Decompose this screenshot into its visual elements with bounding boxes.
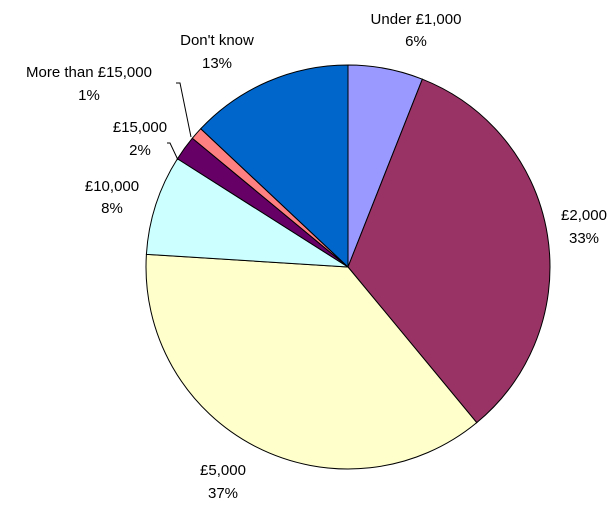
slice-category-label-3: £10,000: [85, 178, 139, 195]
pie-slice-6: [200, 64, 349, 269]
leader-line-5: [176, 82, 192, 138]
pie-slice-2: [145, 253, 478, 470]
slice-percent-label-5: 1%: [78, 87, 100, 104]
slice-percent-label-0: 6%: [405, 33, 427, 50]
slice-category-label-5: More than £15,000: [26, 64, 152, 81]
slice-category-label-4: £15,000: [113, 119, 167, 136]
leaders-layer: [167, 82, 192, 161]
slice-category-label-1: £2,000: [561, 207, 607, 224]
slice-percent-label-1: 33%: [569, 230, 599, 247]
slice-percent-label-2: 37%: [208, 485, 238, 502]
slice-percent-label-3: 8%: [101, 200, 123, 217]
slices-layer: [145, 64, 551, 470]
slice-percent-label-4: 2%: [129, 142, 151, 159]
leader-line-4: [167, 142, 179, 161]
labels-layer: Under £1,000 6% £2,000 33% £5,000 37% £10,000 8…: [26, 11, 607, 502]
slice-category-label-6: Don't know: [180, 32, 254, 49]
pie-slice-3: [145, 158, 349, 268]
pie-slice-1: [347, 78, 551, 424]
slice-category-label-2: £5,000: [200, 462, 246, 479]
slice-percent-label-6: 13%: [202, 55, 232, 72]
slice-category-label-0: Under £1,000: [371, 11, 462, 28]
